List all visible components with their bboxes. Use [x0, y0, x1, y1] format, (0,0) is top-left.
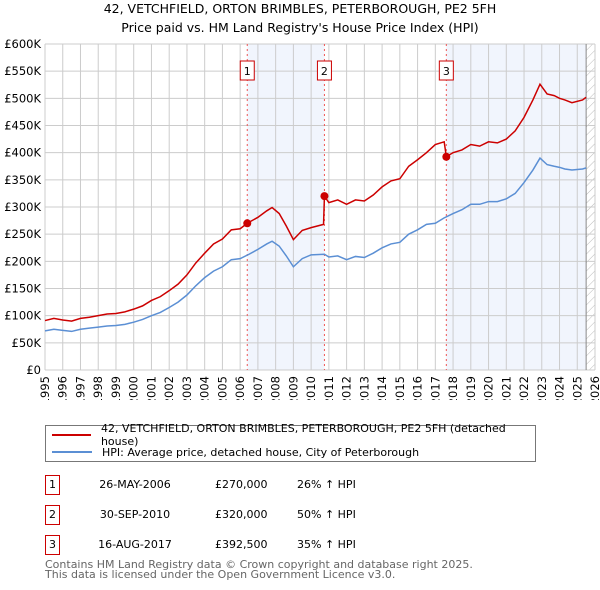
- sale-badge: [239, 60, 255, 81]
- x-tick-label: 2002: [162, 376, 176, 400]
- series-line: [44, 156, 587, 333]
- sale-badge: 3: [45, 535, 60, 555]
- x-tick-label: 2023: [535, 376, 549, 400]
- y-tick-label: £250K: [4, 227, 41, 241]
- x-tick-label: 2009: [286, 376, 300, 400]
- y-tick-label: £100K: [4, 309, 41, 323]
- y-tick-label: £0: [26, 363, 41, 377]
- sale-price: £320,000: [215, 508, 268, 521]
- sale-badge-label: 2: [321, 65, 328, 78]
- y-tick-label: £400K: [4, 146, 41, 160]
- legend-label: HPI: Average price, detached house, City…: [102, 445, 420, 459]
- sale-date: 16-AUG-2017: [98, 538, 172, 551]
- x-tick-label: 2001: [144, 376, 158, 400]
- x-tick-label: 2017: [428, 376, 442, 400]
- y-tick-label: £150K: [4, 282, 41, 296]
- x-tick-label: 2012: [340, 376, 354, 400]
- x-tick-label: 2019: [464, 376, 478, 400]
- sale-point: [442, 152, 451, 161]
- sale-hpi-diff: 35% ↑ HPI: [297, 538, 356, 551]
- x-tick-label: 1997: [73, 376, 87, 400]
- x-tick-label: 2008: [269, 376, 283, 400]
- sale-point: [320, 192, 329, 201]
- sale-badge: [316, 60, 332, 81]
- footer-line: This data is licensed under the Open Gov…: [45, 568, 396, 581]
- y-tick-label: £300K: [4, 200, 41, 214]
- sale-badge: 2: [45, 505, 60, 525]
- legend: 42, VETCHFIELD, ORTON BRIMBLES, PETERBOR…: [45, 422, 536, 462]
- sale-hpi-diff: 50% ↑ HPI: [297, 508, 356, 521]
- legend-item-hpi: HPI: Average price, detached house, City…: [46, 444, 419, 460]
- sale-hpi-diff: 26% ↑ HPI: [297, 478, 356, 491]
- sale-badge-label: 1: [244, 65, 251, 78]
- x-tick-label: 2026: [588, 376, 600, 400]
- x-tick-label: 2007: [251, 376, 265, 400]
- series-line: [44, 82, 587, 322]
- sale-row: 1 26-MAY-2006 £270,000 26% ↑ HPI: [45, 475, 445, 495]
- sale-price: £270,000: [215, 478, 268, 491]
- x-tick-label: 2020: [482, 376, 496, 400]
- blue-line-swatch: [52, 451, 92, 453]
- chart-subtitle: Price paid vs. HM Land Registry's House …: [121, 20, 479, 35]
- sale-badge: [438, 60, 454, 81]
- x-tick-label: 2014: [375, 376, 389, 400]
- x-tick-label: 2013: [357, 376, 371, 400]
- sale-row: 3 16-AUG-2017 £392,500 35% ↑ HPI: [45, 535, 445, 555]
- x-tick-label: 2016: [411, 376, 425, 400]
- footer-line: Contains HM Land Registry data © Crown c…: [45, 558, 473, 571]
- y-tick-label: £350K: [4, 173, 41, 187]
- y-tick-label: £500K: [4, 91, 41, 105]
- x-tick-label: 2005: [215, 376, 229, 400]
- x-tick-label: 2000: [127, 376, 141, 400]
- sale-row: 2 30-SEP-2010 £320,000 50% ↑ HPI: [45, 505, 445, 525]
- legend-label: 42, VETCHFIELD, ORTON BRIMBLES, PETERBOR…: [100, 422, 506, 448]
- footer: Contains HM Land Registry data © Crown c…: [45, 558, 473, 581]
- x-tick-label: 2006: [233, 376, 247, 400]
- y-tick-label: £200K: [4, 254, 41, 268]
- x-tick-label: 2021: [499, 376, 513, 400]
- x-tick-label: 1999: [109, 376, 123, 400]
- x-tick-label: 2004: [198, 376, 212, 400]
- x-tick-label: 2011: [322, 376, 336, 400]
- sale-badge-label: 3: [443, 65, 450, 78]
- sale-point: [243, 219, 252, 228]
- chart-title: 42, VETCHFIELD, ORTON BRIMBLES, PETERBOR…: [103, 1, 497, 16]
- y-tick-label: £550K: [4, 64, 41, 78]
- x-tick-label: 2015: [393, 376, 407, 400]
- sale-price: £392,500: [215, 538, 268, 551]
- x-tick-label: 1995: [38, 376, 52, 400]
- y-tick-label: £50K: [12, 336, 42, 350]
- x-tick-label: 2022: [517, 376, 531, 400]
- y-tick-label: £600K: [4, 37, 41, 51]
- y-tick-label: £450K: [4, 119, 41, 133]
- red-line-swatch: [52, 434, 91, 436]
- x-tick-label: 2025: [570, 376, 584, 400]
- x-tick-label: 2024: [553, 376, 567, 400]
- x-tick-label: 1996: [56, 376, 70, 400]
- sale-date: 26-MAY-2006: [99, 478, 171, 491]
- x-tick-label: 2003: [180, 376, 194, 400]
- price-chart: 1995 1996 1997 1998 1999 2000 2001 2002 2003 2004…: [4, 37, 600, 400]
- legend-item-property: 42, VETCHFIELD, ORTON BRIMBLES, PETERBOR…: [46, 422, 535, 448]
- x-tick-label: 1998: [91, 376, 105, 400]
- sale-badge: 1: [45, 475, 60, 495]
- x-tick-label: 2018: [446, 376, 460, 400]
- x-tick-label: 2010: [304, 376, 318, 400]
- sale-date: 30-SEP-2010: [99, 508, 171, 521]
